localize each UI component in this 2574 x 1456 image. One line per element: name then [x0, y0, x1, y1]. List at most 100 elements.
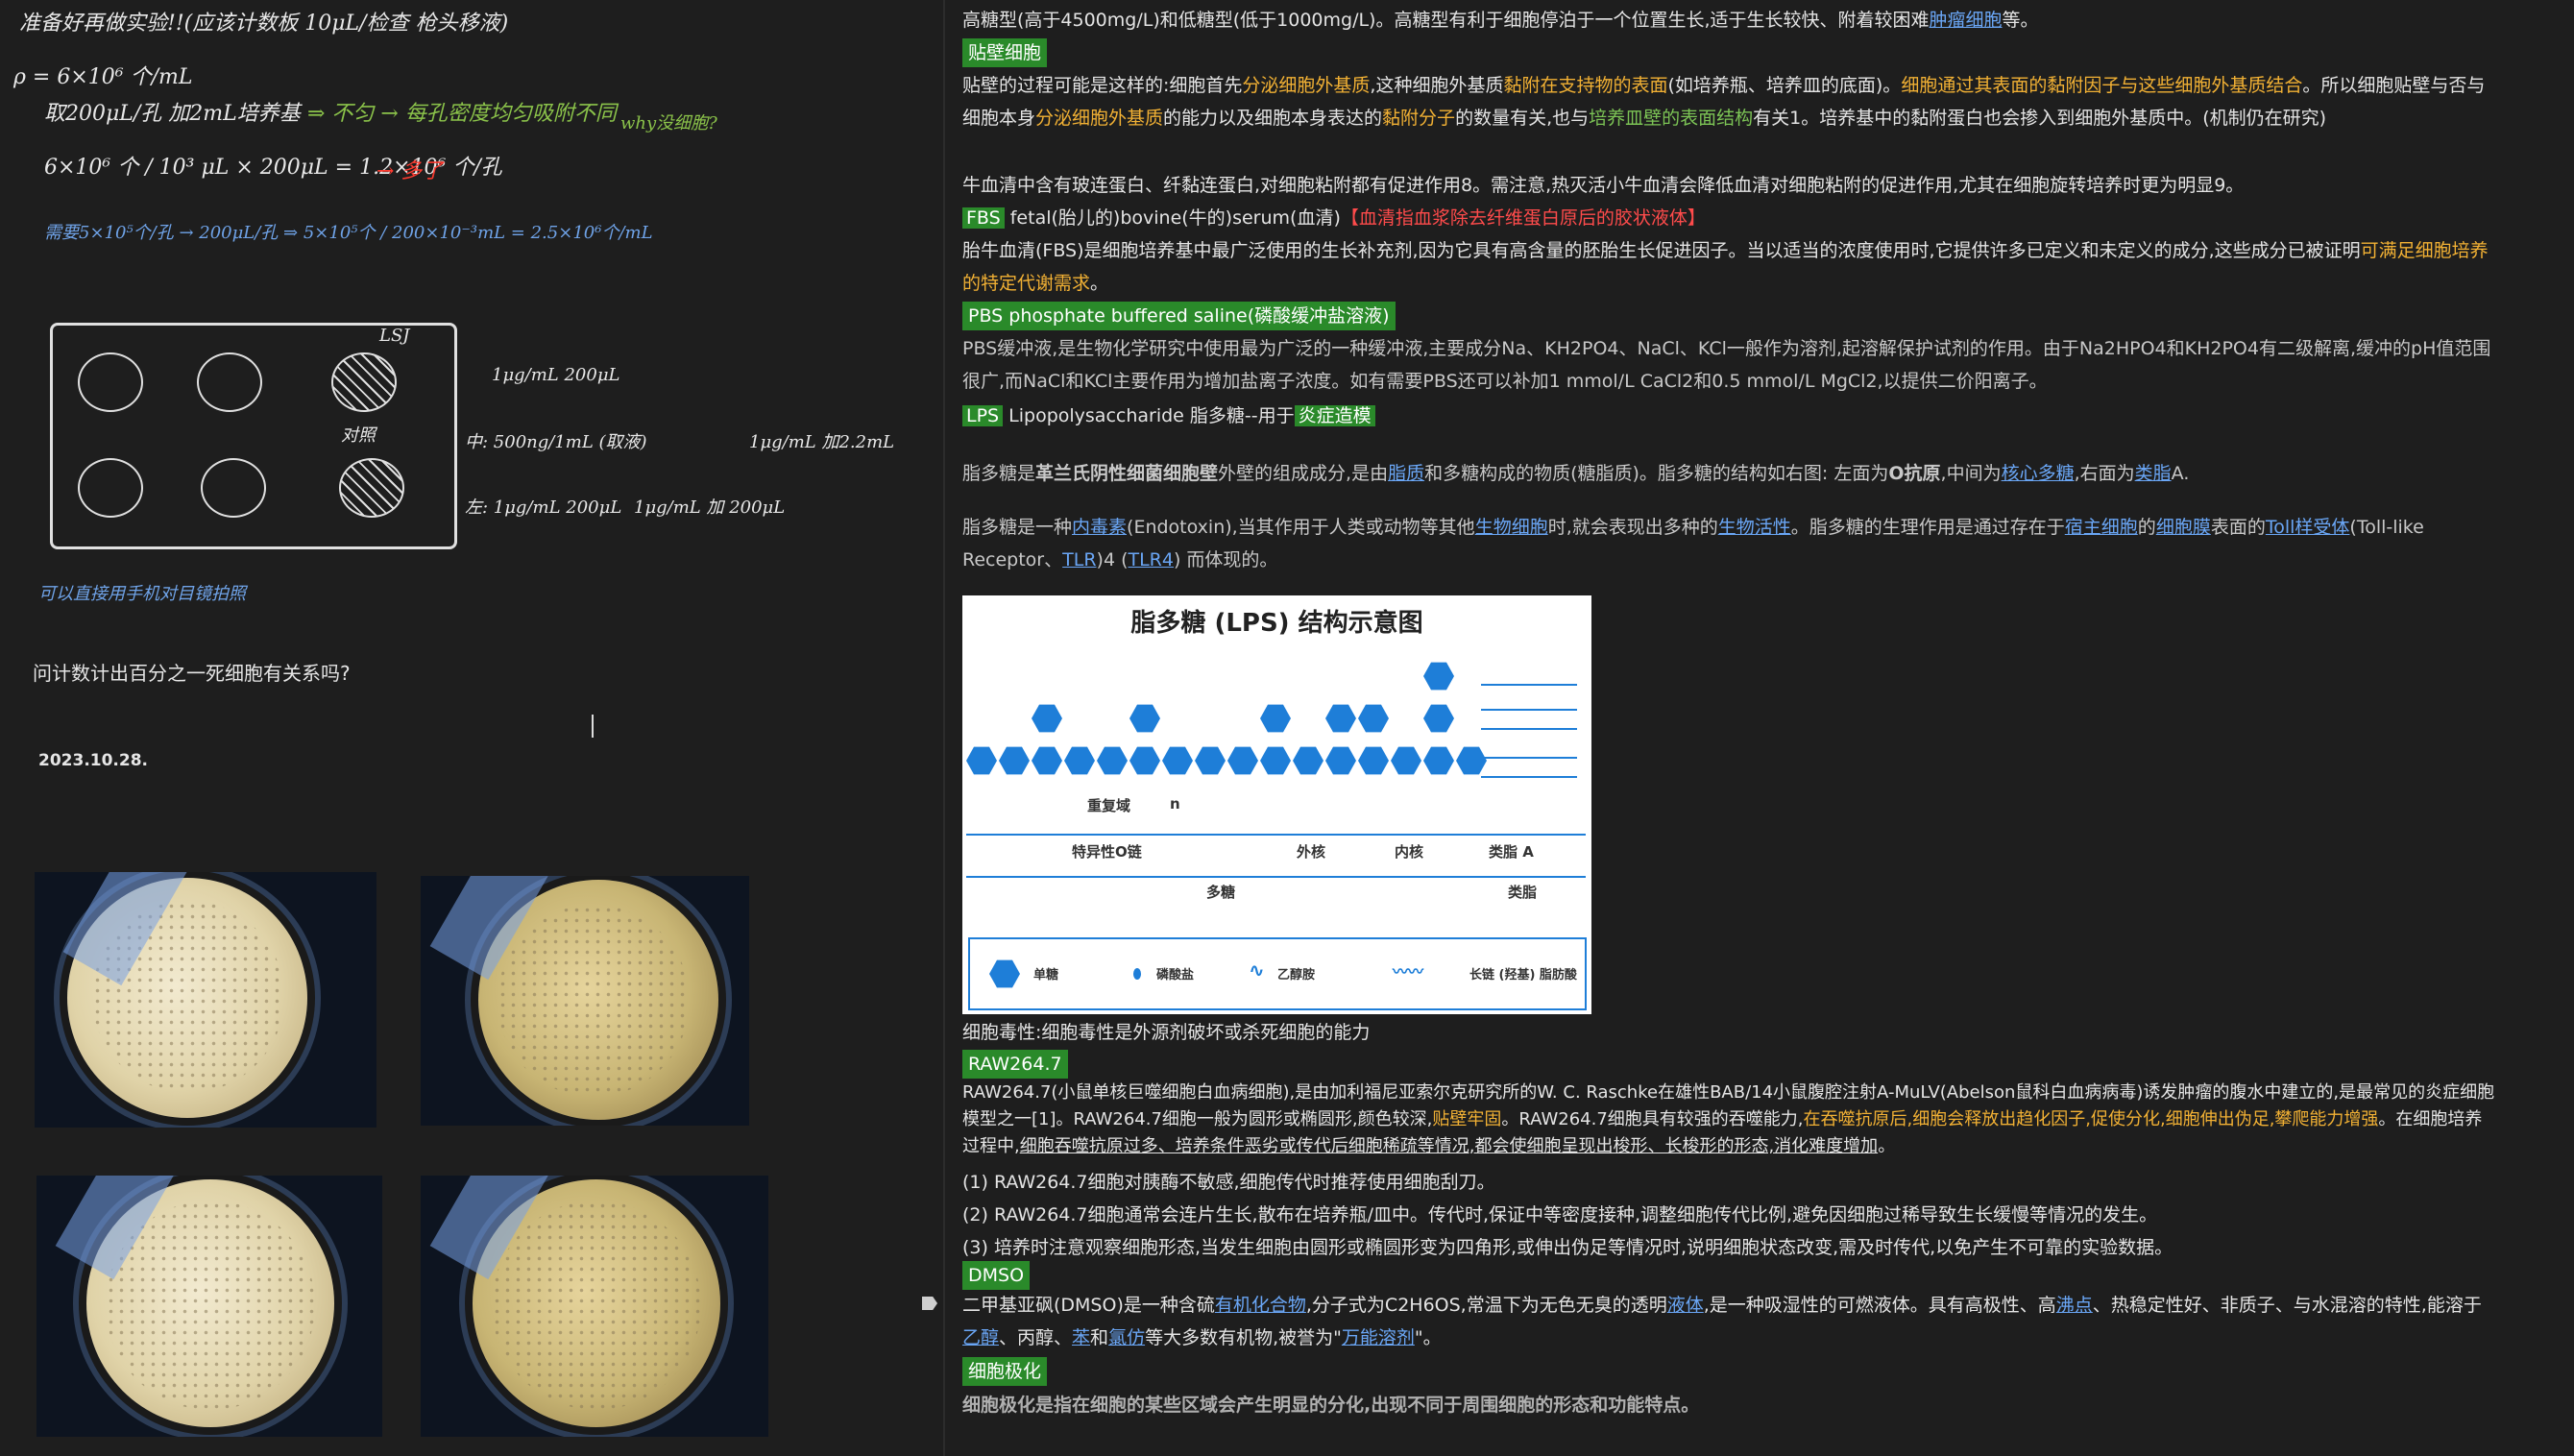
hexagon-icon: [1358, 746, 1389, 775]
note-right-3: 1μg/mL 加2.2mL: [749, 432, 895, 452]
paragraph-pbs: PBS缓冲液,是生物化学研究中使用最为广泛的一种缓冲液,主要成分Na、KH2PO…: [962, 338, 2491, 392]
heading-dmso: DMSO: [962, 1261, 1031, 1290]
bracket-line: [966, 834, 1586, 836]
note-phone-photo: 可以直接用手机对目镜拍照: [38, 584, 246, 604]
link-host-cell[interactable]: 宿主细胞: [2064, 517, 2138, 538]
text: 的: [2137, 517, 2156, 538]
plate-label: LSJ: [379, 326, 410, 346]
hexagon-icon: [1032, 746, 1062, 775]
text: 和多糖构成的物质(糖脂质)。脂多糖的结构如右图: 左面为: [1424, 463, 1889, 484]
pane-divider[interactable]: [943, 0, 945, 1456]
date-label: 2023.10.28.: [38, 751, 149, 770]
link-universal-solvent[interactable]: 万能溶剂: [1341, 1327, 1415, 1348]
text: 。: [1090, 273, 1109, 294]
highlight: 培养皿壁的表面结构: [1589, 108, 1754, 129]
legend-ethanolamine: 乙醇胺: [1277, 968, 1316, 983]
well-plate-sketch: LSJ 对照: [50, 323, 457, 549]
well: [78, 352, 143, 412]
label-polysaccharide: 多糖: [1206, 884, 1236, 901]
hexagon-icon: [1260, 704, 1291, 733]
heading-fbs-line: FBS fetal(胎儿的)bovine(牛的)serum(血清)【血清指血浆除…: [962, 202, 2499, 234]
note-calc-2: 需要5×10⁵个/孔 → 200μL/孔 ⇒ 5×10⁵个 / 200×10⁻³…: [44, 223, 653, 243]
paragraph-cell-polarization: 细胞极化是指在细胞的某些区域会产生明显的分化,出现不同于周围细胞的形态和功能特点…: [962, 1395, 1700, 1416]
hexagon-icon: [1423, 662, 1454, 691]
link-liquid[interactable]: 液体: [1666, 1295, 1704, 1316]
note-right-4: 左: 1μg/mL 200μL: [465, 497, 622, 518]
highlight: 黏附分子: [1382, 108, 1456, 129]
link-toll-receptor[interactable]: Toll样受体: [2265, 517, 2350, 538]
microscope-photo-3[interactable]: [36, 1176, 382, 1437]
hexagon-icon: [989, 959, 1020, 988]
microscope-photo-4[interactable]: [421, 1176, 768, 1437]
microscope-photo-1[interactable]: [35, 872, 376, 1128]
list-item-3: (3) 培养时注意观察细胞形态,当发生细胞由圆形或椭圆形变为四角形,或伸出伪足等…: [962, 1237, 2173, 1258]
hexagon-icon: [1195, 746, 1226, 775]
highlight: 黏附在支持物的表面: [1503, 75, 1668, 96]
text: ) 而体现的。: [1173, 549, 1278, 570]
link-chloroform[interactable]: 氯仿: [1108, 1327, 1146, 1348]
hexagon-icon: [1064, 746, 1095, 775]
link-tlr4[interactable]: TLR4: [1128, 549, 1174, 570]
text: (Toll-like Receptor、: [962, 517, 2424, 570]
hexagon-icon: [999, 746, 1030, 775]
link-boiling-point[interactable]: 沸点: [2055, 1295, 2093, 1316]
link-tlr[interactable]: TLR: [1062, 549, 1097, 570]
legend-monosaccharide: 单糖: [1033, 968, 1059, 983]
well: [78, 458, 143, 518]
text: 脂多糖是: [962, 463, 1036, 484]
cell-texture: [106, 1201, 315, 1410]
note-why: why没细胞?: [620, 113, 717, 133]
text: 、丙醇、: [999, 1327, 1073, 1348]
note-right-2: 中: 500ng/1mL (取液): [465, 432, 647, 452]
paragraph-raw264: RAW264.7(小鼠单核巨噬细胞白血病细胞),是由加利福尼亚索尔克研究所的W.…: [962, 1080, 2499, 1160]
label-repeat: 重复域: [1087, 797, 1131, 814]
link-cell-membrane[interactable]: 细胞膜: [2155, 517, 2211, 538]
link-lipid[interactable]: 脂质: [1388, 463, 1425, 484]
paragraph-dmso: 二甲基亚砜(DMSO)是一种含硫有机化合物,分子式为C2H6OS,常温下为无色无…: [962, 1289, 2499, 1354]
link-bio-cell[interactable]: 生物细胞: [1474, 517, 1548, 538]
block-handle-icon[interactable]: [922, 1297, 937, 1310]
text: 外壁的组成成分,是由: [1218, 463, 1389, 484]
hexagon-icon: [1423, 746, 1454, 775]
note-seeding: 取200μL/孔 加2mL培养基: [44, 102, 301, 126]
text: )4 (: [1096, 549, 1129, 570]
text-cursor: [592, 715, 594, 738]
lps-structure-diagram[interactable]: 脂多糖 (LPS) 结构示意图 重复域 n 特异性O链 外核 内核 类脂 A 多…: [962, 595, 1591, 1014]
text: ,这种细胞外基质: [1370, 75, 1504, 96]
highlight: 可满足细胞培养的特定代谢需求: [962, 240, 2489, 294]
paragraph-lps-structure: 脂多糖是革兰氏阴性细菌细胞壁外壁的组成成分,是由脂质和多糖构成的物质(糖脂质)。…: [962, 457, 2499, 490]
microscope-photo-2[interactable]: [421, 876, 749, 1126]
chain-icon: 〰〰: [1393, 962, 1424, 981]
text: 。脂多糖的生理作用是通过存在于: [1790, 517, 2065, 538]
phosphate-icon: [1133, 968, 1141, 980]
text: 。所以细胞贴壁与否与细胞本身: [962, 75, 2486, 129]
paragraph-lps-endotoxin: 脂多糖是一种内毒素(Endotoxin),当其作用于人类或动物等其他生物细胞时,…: [962, 511, 2499, 576]
ethanolamine-icon: ∿: [1249, 959, 1265, 982]
fatty-acid-chain: [1481, 684, 1577, 686]
link-lipoid[interactable]: 类脂: [2134, 463, 2172, 484]
link-endotoxin[interactable]: 内毒素: [1072, 517, 1128, 538]
link-tumor-cell[interactable]: 肿瘤细胞: [1929, 10, 2003, 31]
text: ,中间为: [1940, 463, 2002, 484]
link-benzene[interactable]: 苯: [1072, 1327, 1091, 1348]
well-hatched: [331, 352, 397, 412]
heading-lps: LPS: [962, 405, 1004, 426]
link-organic-compound[interactable]: 有机化合物: [1214, 1295, 1306, 1316]
text: 贴壁的过程可能是这样的:细胞首先: [962, 75, 1243, 96]
paragraph-adhesion: 贴壁的过程可能是这样的:细胞首先分泌细胞外基质,这种细胞外基质黏附在支持物的表面…: [962, 69, 2499, 134]
cell-texture: [492, 1201, 701, 1410]
note-calc-1: 6×10⁶ 个 / 10³ μL × 200μL = 1.2×10⁶ 个/孔: [44, 156, 502, 180]
link-core-polysaccharide[interactable]: 核心多糖: [2001, 463, 2075, 484]
handwritten-notes-pane[interactable]: 准备好再做实验!!(应该计数板 10μL/检查 枪头移液) ρ = 6×10⁶ …: [0, 0, 941, 1456]
text: (如培养瓶、培养皿的底面)。: [1667, 75, 1902, 96]
hexagon-icon: [1227, 746, 1258, 775]
hexagon-icon: [1391, 746, 1421, 775]
well: [197, 352, 262, 412]
hexagon-icon: [1358, 704, 1389, 733]
text: RAW264.7(小鼠单核巨噬细胞白血病细胞),是由加利福尼亚索尔克研究所的W.…: [962, 1082, 2495, 1129]
link-bio-activity[interactable]: 生物活性: [1717, 517, 1791, 538]
hexagon-icon: [1129, 746, 1160, 775]
text: (Endotoxin),当其作用于人类或动物等其他: [1127, 517, 1475, 538]
text: 时,就会表现出多种的: [1547, 517, 1718, 538]
link-ethanol[interactable]: 乙醇: [962, 1327, 1000, 1348]
